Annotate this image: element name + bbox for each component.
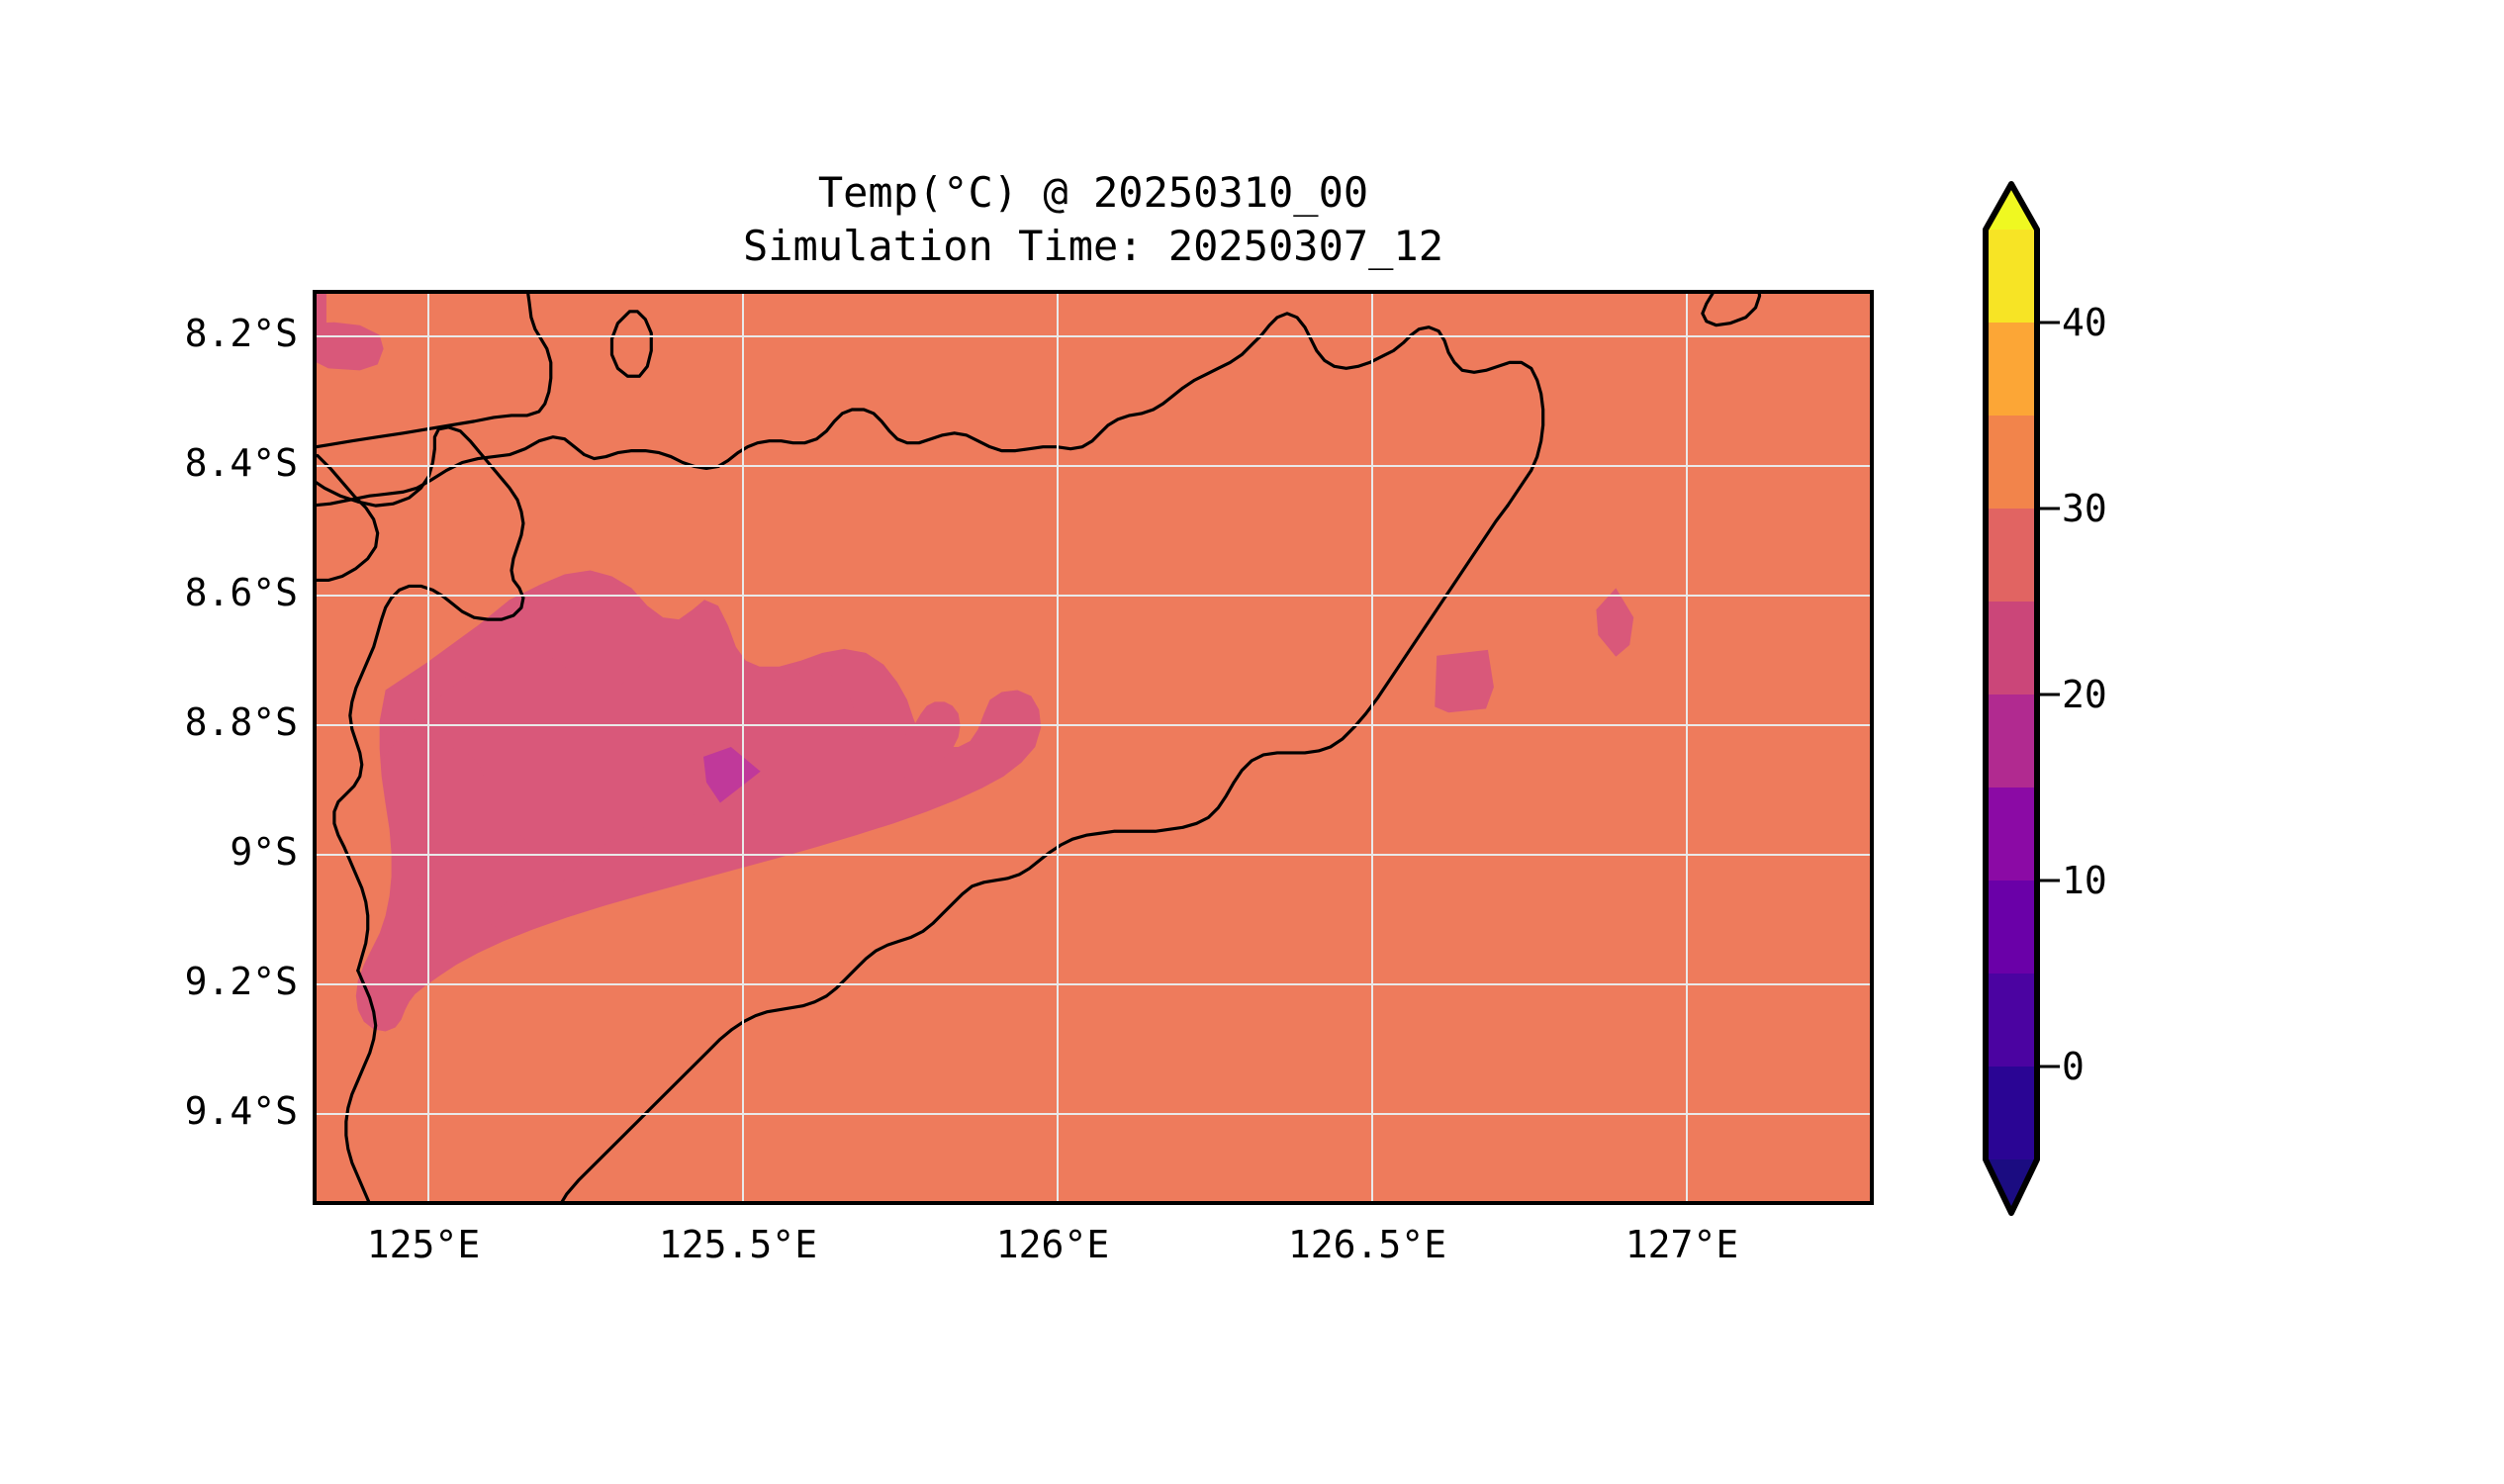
colorbar-under-arrow xyxy=(1986,1159,2037,1213)
contour-patch-peak-15-20 xyxy=(703,747,761,803)
xtick-label-126E: 126°E xyxy=(995,1223,1110,1266)
gridline-vertical-127E xyxy=(1686,294,1688,1201)
colorbar: 40 30 20 10 0 xyxy=(1983,181,2107,1216)
gridline-vertical-125.5E xyxy=(742,294,744,1201)
coastline-atauro xyxy=(1701,294,1762,327)
map-axes xyxy=(313,290,1874,1205)
ytick-label-9.4S: 9.4°S xyxy=(184,1089,298,1133)
colorbar-band-40-45 xyxy=(1986,230,2037,323)
coastline-islet-north xyxy=(609,310,653,378)
map-contour-svg xyxy=(317,294,1870,1201)
colorbar-tick-mark-40 xyxy=(2038,321,2060,325)
title-line-2: Simulation Time: 20250307_12 xyxy=(742,222,1443,270)
coastline-sw-lobe xyxy=(317,425,525,973)
colorbar-tick-mark-30 xyxy=(2038,507,2060,510)
map-clip xyxy=(317,294,1870,1201)
xtick-label-125.5E: 125.5°E xyxy=(658,1223,818,1266)
title-line-1: Temp(°C) @ 20250310_00 xyxy=(817,168,1369,217)
colorbar-band-5-10 xyxy=(1986,881,2037,974)
chart-title: Temp(°C) @ 20250310_00 Simulation Time: … xyxy=(313,166,1874,273)
ytick-label-8.4S: 8.4°S xyxy=(184,441,298,485)
colorbar-band-20-25 xyxy=(1986,602,2037,695)
gridline-vertical-126E xyxy=(1057,294,1059,1201)
colorbar-over-arrow xyxy=(1986,184,2037,230)
coastline-timor-north xyxy=(317,312,1545,508)
colorbar-band-15-20 xyxy=(1986,695,2037,788)
contour-patch-east-diamond xyxy=(1596,588,1634,657)
gridline-horizontal-8.6S xyxy=(317,595,1870,597)
contour-patch-oecusse-visible xyxy=(317,322,384,371)
gridline-horizontal-8.4S xyxy=(317,465,1870,467)
contour-patch-sw-tongue xyxy=(417,827,531,930)
gridline-horizontal-8.8S xyxy=(317,724,1870,726)
coastline-oecusse xyxy=(317,294,553,449)
ytick-label-8.2S: 8.2°S xyxy=(184,312,298,355)
colorbar-svg xyxy=(1983,181,2040,1216)
ytick-label-9.2S: 9.2°S xyxy=(184,960,298,1003)
xtick-label-127E: 127°E xyxy=(1624,1223,1739,1266)
colorbar-tick-label-0: 0 xyxy=(2062,1045,2085,1088)
colorbar-tick-label-10: 10 xyxy=(2062,859,2107,902)
xtick-label-126.5E: 126.5°E xyxy=(1287,1223,1447,1266)
gridline-vertical-126.5E xyxy=(1371,294,1373,1201)
ytick-label-8.8S: 8.8°S xyxy=(184,700,298,744)
ytick-label-8.6S: 8.6°S xyxy=(184,571,298,614)
colorbar-band-30-35 xyxy=(1986,416,2037,509)
colorbar-band-35-40 xyxy=(1986,323,2037,416)
gridline-horizontal-9.4S xyxy=(317,1113,1870,1115)
colorbar-tick-mark-10 xyxy=(2038,879,2060,882)
colorbar-tick-mark-20 xyxy=(2038,693,2060,696)
colorbar-band-m5-0 xyxy=(1986,1067,2037,1159)
coastline-timor-south xyxy=(560,504,1510,1201)
colorbar-tick-mark-0 xyxy=(2038,1065,2060,1068)
gridline-horizontal-9S xyxy=(317,854,1870,856)
gridline-horizontal-8.2S xyxy=(317,335,1870,337)
gridline-horizontal-9.2S xyxy=(317,983,1870,985)
gridline-vertical-125E xyxy=(427,294,429,1201)
colorbar-band-10-15 xyxy=(1986,788,2037,881)
coastline-group xyxy=(317,294,1762,1201)
xtick-label-125E: 125°E xyxy=(366,1223,481,1266)
colorbar-tick-label-30: 30 xyxy=(2062,487,2107,530)
ytick-label-9S: 9°S xyxy=(230,830,298,874)
colorbar-band-0-5 xyxy=(1986,974,2037,1067)
colorbar-tick-label-40: 40 xyxy=(2062,301,2107,344)
colorbar-band-25-30 xyxy=(1986,509,2037,602)
coastline-sw-corner xyxy=(344,969,378,1201)
contour-patch-east-rect xyxy=(1435,649,1494,713)
colorbar-tick-label-20: 20 xyxy=(2062,673,2107,716)
coastline-west-bay xyxy=(317,453,380,583)
colorbar-outline xyxy=(1983,181,2040,1216)
